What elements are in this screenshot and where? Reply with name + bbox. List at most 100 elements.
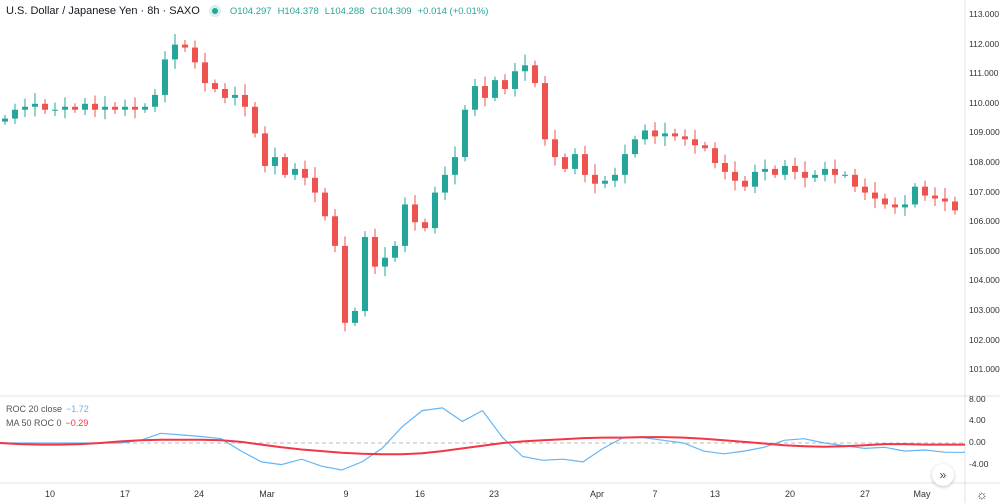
ma-line: [0, 436, 965, 456]
candle-body: [932, 195, 938, 199]
candle-body: [652, 130, 658, 137]
candle-body: [482, 86, 488, 98]
candle-body: [52, 109, 58, 111]
candle-body: [502, 80, 508, 89]
candle-body: [2, 118, 8, 122]
price-tick: 108.000: [969, 157, 1000, 167]
candle-body: [742, 180, 748, 187]
candle-body: [712, 148, 718, 163]
price-tick: 101.000: [969, 364, 1000, 375]
candle-body: [402, 204, 408, 246]
candle-body: [132, 106, 138, 110]
candle-body: [82, 103, 88, 110]
time-tick: 27: [859, 489, 871, 499]
candle-body: [412, 204, 418, 223]
chart-header: U.S. Dollar / Japanese Yen · 8h · SAXO O…: [6, 5, 488, 17]
double-chevron-right-icon: »: [939, 468, 947, 482]
time-tick: 24: [193, 489, 205, 499]
candle-body: [212, 83, 218, 89]
price-tick: 106.000: [969, 216, 1000, 227]
candle-body: [22, 106, 28, 110]
candle-body: [152, 94, 158, 107]
candle-body: [172, 44, 178, 60]
candle-body: [192, 47, 198, 63]
roc-legend[interactable]: ROC 20 close −1.72: [6, 404, 89, 414]
candle-body: [242, 94, 248, 107]
candle-body: [342, 245, 348, 323]
candle-body: [222, 89, 228, 98]
roc-line: [0, 407, 966, 471]
candle-body: [592, 174, 598, 184]
time-tick: 17: [119, 489, 131, 499]
candle-body: [782, 165, 788, 175]
candle-body: [312, 177, 318, 193]
candle-body: [292, 168, 298, 175]
price-tick: 109.000: [969, 127, 1000, 138]
candle-body: [352, 311, 358, 323]
price-tick: 113.000: [969, 9, 1000, 19]
candle-body: [862, 186, 868, 193]
candle-body: [472, 86, 478, 110]
price-tick: 103.000: [969, 305, 1000, 315]
candle-body: [372, 237, 378, 267]
time-tick: Mar: [259, 489, 275, 499]
change-value: +0.014 (+0.01%): [417, 5, 489, 17]
candle-body: [32, 103, 38, 107]
candle-body: [702, 145, 708, 149]
time-tick: 13: [709, 489, 721, 499]
candle-body: [842, 174, 848, 176]
close-value: C104.309: [370, 5, 412, 17]
candle-body: [142, 106, 148, 110]
price-tick: 104.000: [969, 275, 1000, 286]
candle-body: [662, 133, 668, 137]
time-tick: 20: [784, 489, 796, 499]
candle-body: [462, 109, 468, 158]
candle-body: [262, 133, 268, 166]
candle-body: [622, 154, 628, 175]
gear-icon[interactable]: ☼: [976, 487, 988, 502]
candle-body: [942, 198, 948, 202]
scroll-to-realtime-button[interactable]: »: [932, 464, 954, 486]
candle-body: [332, 216, 338, 246]
roc-value: −1.72: [66, 404, 89, 414]
candle-body: [792, 165, 798, 172]
candle-body: [872, 192, 878, 199]
candle-body: [732, 171, 738, 181]
candle-body: [602, 180, 608, 184]
candle-body: [492, 80, 498, 98]
candle-body: [122, 106, 128, 110]
candle-body: [532, 65, 538, 84]
roc-tick: 8.00: [969, 393, 986, 404]
candle-body: [612, 174, 618, 181]
candle-body: [322, 192, 328, 217]
roc-tick: 4.00: [969, 415, 986, 426]
candle-body: [892, 204, 898, 208]
candle-body: [572, 154, 578, 169]
high-value: H104.378: [277, 5, 319, 17]
candle-body: [392, 245, 398, 258]
ma-legend[interactable]: MA 50 ROC 0 −0.29: [6, 418, 88, 428]
candle-body: [672, 133, 678, 137]
low-value: L104.288: [324, 5, 365, 17]
candle-body: [902, 204, 908, 208]
price-tick: 112.000: [969, 38, 1000, 49]
time-tick: 10: [44, 489, 56, 499]
candle-body: [362, 237, 368, 311]
candle-body: [432, 192, 438, 229]
candle-body: [952, 201, 958, 211]
price-tick: 105.000: [969, 245, 1000, 256]
market-status-icon: [211, 8, 218, 14]
candle-body: [452, 157, 458, 175]
candle-body: [42, 103, 48, 110]
candle-body: [522, 65, 528, 72]
price-tick: 102.000: [969, 334, 1000, 345]
candle-body: [422, 222, 428, 229]
symbol-title[interactable]: U.S. Dollar / Japanese Yen · 8h · SAXO: [6, 5, 200, 17]
candle-body: [272, 157, 278, 166]
candle-body: [812, 174, 818, 178]
candle-body: [682, 136, 688, 140]
candle-body: [12, 109, 18, 119]
time-tick: 23: [488, 489, 500, 499]
price-tick: 111.000: [969, 68, 999, 79]
